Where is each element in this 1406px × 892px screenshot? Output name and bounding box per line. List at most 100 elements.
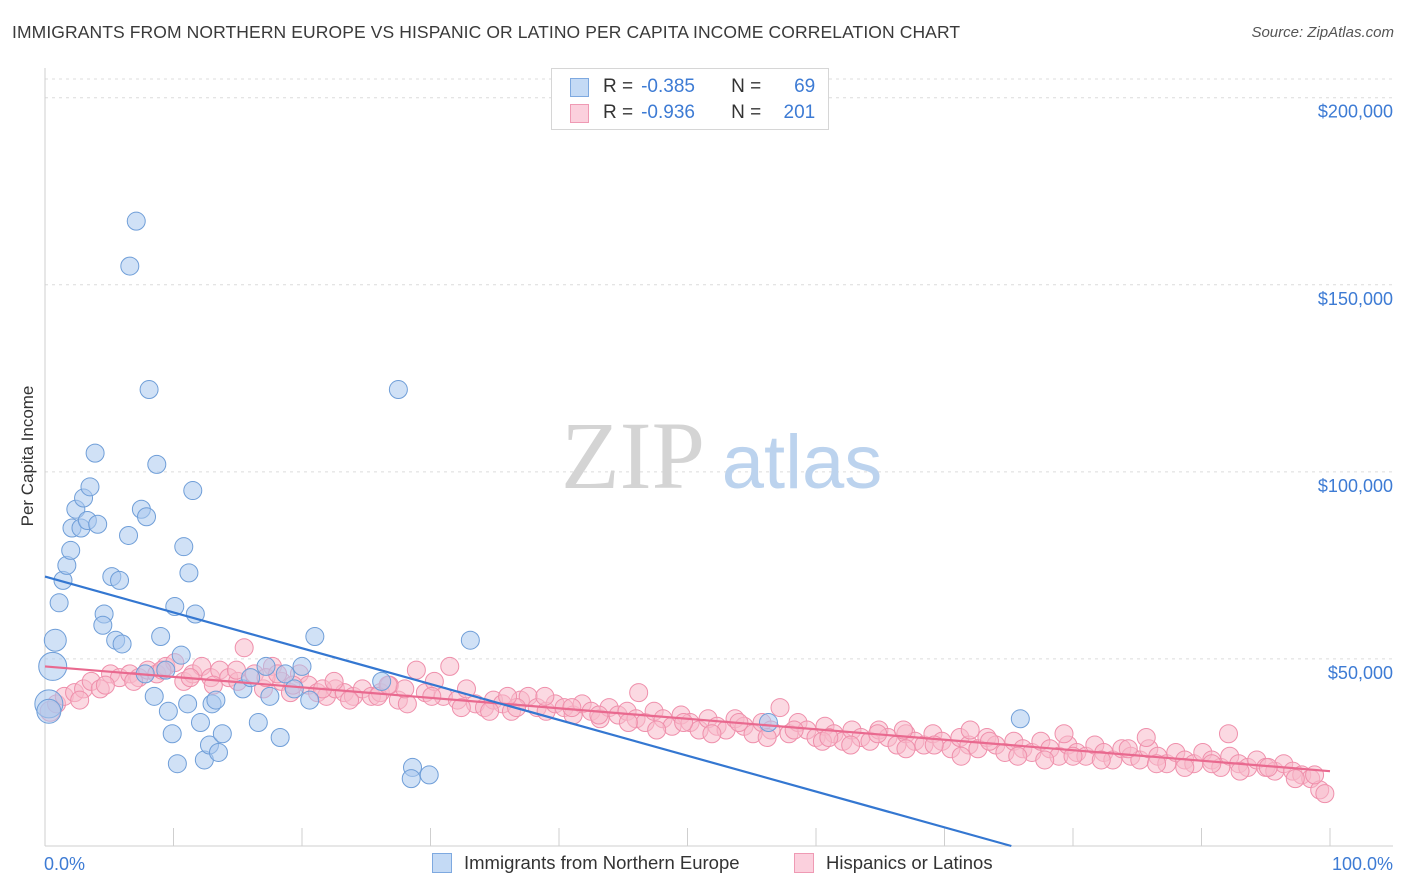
trend-line-hispanics: [44, 665, 1331, 773]
data-point-northern-europe: [190, 713, 210, 733]
data-point-northern-europe: [401, 769, 421, 789]
data-point-hispanics: [70, 690, 90, 710]
data-point-northern-europe: [120, 256, 140, 276]
legend-r-label: R =: [603, 76, 634, 97]
data-point-hispanics: [1091, 750, 1111, 770]
legend-n-label: N =: [731, 76, 762, 97]
data-point-hispanics: [234, 638, 254, 658]
data-point-northern-europe: [49, 593, 69, 613]
data-point-hispanics: [841, 735, 861, 755]
data-point-hispanics: [1218, 724, 1238, 744]
data-point-hispanics: [324, 671, 344, 691]
y-tick-label: $200,000: [1318, 102, 1393, 122]
data-point-hispanics: [629, 683, 649, 703]
y-tick-label: $50,000: [1328, 663, 1393, 683]
stats-legend: R = -0.385 N = 69 R = -0.936 N = 201: [551, 68, 829, 130]
data-point-northern-europe: [1010, 709, 1030, 729]
data-point-northern-europe: [270, 727, 290, 747]
data-point-hispanics: [1136, 727, 1156, 747]
chart-title: IMMIGRANTS FROM NORTHERN EUROPE VS HISPA…: [12, 22, 961, 42]
data-point-hispanics: [784, 720, 804, 740]
source-label: Source: ZipAtlas.com: [1251, 24, 1394, 41]
legend-n-label: N =: [731, 102, 762, 123]
data-point-northern-europe: [248, 713, 268, 733]
data-point-northern-europe: [36, 698, 62, 724]
data-point-hispanics: [480, 701, 500, 721]
data-point-hispanics: [1035, 750, 1055, 770]
trend-line-northern-europe: [44, 575, 1012, 848]
legend-r-value: -0.385: [641, 76, 695, 97]
data-point-northern-europe: [85, 443, 105, 463]
data-point-northern-europe: [178, 694, 198, 714]
data-point-hispanics: [960, 720, 980, 740]
legend-n-value: 69: [794, 76, 816, 97]
axes: [44, 68, 1393, 847]
data-point-northern-europe: [275, 664, 295, 684]
data-point-hispanics: [1175, 757, 1195, 777]
y-tick-label: $150,000: [1318, 289, 1393, 309]
data-point-northern-europe: [171, 645, 191, 665]
bottom-legend-label: Immigrants from Northern Europe: [464, 852, 740, 873]
data-point-northern-europe: [372, 671, 392, 691]
data-point-northern-europe: [460, 630, 480, 650]
stats-legend-row-pink: R = -0.936 N = 201: [570, 101, 815, 125]
data-point-northern-europe: [300, 690, 320, 710]
data-point-hispanics: [451, 698, 471, 718]
gridlines: [45, 78, 1393, 660]
bottom-legend-hispanics: Hispanics or Latinos: [794, 852, 993, 874]
data-point-northern-europe: [419, 765, 439, 785]
legend-n-value: 201: [783, 102, 816, 123]
data-point-northern-europe: [119, 525, 139, 545]
data-point-hispanics: [440, 656, 460, 676]
data-point-northern-europe: [179, 563, 199, 583]
data-point-hispanics: [1054, 724, 1074, 744]
data-point-hispanics: [647, 720, 667, 740]
data-point-hispanics: [340, 690, 360, 710]
data-point-hispanics: [1118, 739, 1138, 759]
data-point-northern-europe: [43, 628, 67, 652]
watermark: ZIP atlas: [561, 402, 882, 509]
watermark-atlas: atlas: [722, 420, 883, 505]
x-tick-label-end: 100.0%: [1332, 854, 1393, 874]
y-tick-label: $100,000: [1318, 476, 1393, 496]
data-point-hispanics: [618, 713, 638, 733]
data-point-hispanics: [562, 698, 582, 718]
data-point-northern-europe: [292, 656, 312, 676]
data-point-northern-europe: [260, 686, 280, 706]
data-point-northern-europe: [305, 626, 325, 646]
data-point-hispanics: [1147, 754, 1167, 774]
legend-swatch-pink: [570, 103, 589, 123]
data-point-hispanics: [979, 731, 999, 751]
data-point-northern-europe: [110, 570, 130, 590]
data-point-northern-europe: [112, 634, 132, 654]
data-point-northern-europe: [256, 656, 276, 676]
data-point-hispanics: [535, 686, 555, 706]
data-point-hispanics: [1202, 754, 1222, 774]
bottom-legend-northern-europe: Immigrants from Northern Europe: [432, 852, 740, 874]
legend-r-label: R =: [603, 102, 634, 123]
data-point-hispanics: [924, 735, 944, 755]
data-point-hispanics: [896, 739, 916, 759]
data-point-northern-europe: [208, 742, 228, 762]
data-point-hispanics: [819, 727, 839, 747]
y-axis-label: Per Capita Income: [18, 385, 37, 527]
data-point-northern-europe: [183, 481, 203, 501]
bottom-legend-label: Hispanics or Latinos: [826, 852, 993, 873]
data-point-northern-europe: [126, 211, 146, 231]
data-point-northern-europe: [61, 540, 81, 560]
data-point-hispanics: [589, 705, 609, 725]
data-point-northern-europe: [167, 754, 187, 774]
watermark-zip: ZIP: [561, 402, 705, 509]
data-point-hispanics: [1008, 746, 1028, 766]
data-point-hispanics: [674, 713, 694, 733]
data-point-northern-europe: [758, 713, 778, 733]
series-northern-europe-points: [34, 211, 1030, 789]
series-hispanics-points: [39, 638, 1335, 804]
bottom-legend-swatch-pink: [794, 853, 814, 873]
data-point-hispanics: [95, 675, 115, 695]
data-point-hispanics: [951, 746, 971, 766]
data-point-northern-europe: [93, 615, 113, 635]
data-point-hispanics: [1063, 746, 1083, 766]
data-point-hispanics: [1285, 769, 1305, 789]
